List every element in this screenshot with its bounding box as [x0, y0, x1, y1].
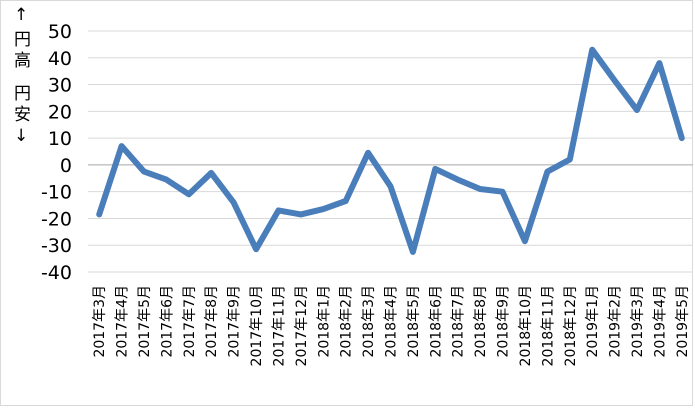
x-tick-label: 2018年8月: [473, 285, 489, 358]
x-tick-label: 2018年2月: [339, 285, 355, 358]
x-tick-label: 2019年1月: [585, 285, 601, 358]
x-tick-label: 2019年5月: [675, 285, 691, 358]
x-tick-label: 2018年10月: [518, 285, 534, 366]
x-tick-label: 2017年8月: [204, 285, 220, 358]
series-layer: [96, 46, 685, 255]
series-line: [96, 46, 685, 255]
x-tick-label: 2018年5月: [406, 285, 422, 358]
y-label-up-char-1: 円: [14, 30, 31, 50]
y-label-down-char-2: 安: [14, 105, 31, 125]
x-tick-label: 2017年3月: [92, 285, 108, 358]
x-tick-label: 2018年11月: [540, 285, 556, 366]
x-tick-label: 2017年7月: [182, 285, 198, 358]
y-label-up-char-2: 高: [14, 51, 31, 71]
x-tick-label: 2018年7月: [451, 285, 467, 358]
y-tick-label: 30: [48, 75, 72, 97]
y-label-down-char-1: 円: [14, 84, 31, 104]
x-tick-label: 2018年3月: [361, 285, 377, 358]
y-tick-label: -30: [41, 235, 72, 257]
y-tick-label: 40: [48, 48, 72, 70]
x-tick-label: 2017年9月: [227, 285, 243, 358]
x-tick-label: 2017年5月: [137, 285, 153, 358]
x-tick-label: 2019年2月: [608, 285, 624, 358]
y-tick-label: 20: [48, 101, 72, 123]
x-tick-labels: 2017年3月 2017年4月 2017年5月 2017年6月 2017年7月 2017年…: [92, 285, 691, 366]
x-tick-label: 2019年4月: [652, 285, 668, 358]
x-tick-label: 2018年12月: [563, 285, 579, 366]
y-axis-label: ↑ 円 高 円 安 ↓: [14, 5, 31, 146]
x-tick-label: 2019年3月: [630, 285, 646, 358]
x-tick-label: 2017年10月: [249, 285, 265, 366]
y-tick-label: -20: [41, 208, 72, 230]
y-tick-label: 0: [60, 155, 72, 177]
y-label-down-arrow: ↓: [14, 126, 28, 146]
x-tick-label: 2017年12月: [294, 285, 310, 366]
y-tick-label: -40: [41, 262, 72, 284]
y-tick-label: 50: [48, 21, 72, 43]
x-tick-label: 2017年4月: [115, 285, 131, 358]
y-label-up-arrow: ↑: [14, 5, 28, 25]
x-tick-label: 2017年11月: [271, 285, 287, 366]
x-tick-label: 2018年6月: [428, 285, 444, 358]
y-tick-labels: 50 40 30 20 10 0 -10 -20 -30 -40: [41, 21, 72, 284]
gridlines: [88, 30, 693, 273]
y-tick-label: 10: [48, 128, 72, 150]
y-tick-label: -10: [41, 182, 72, 204]
x-tick-label: 2017年6月: [159, 285, 175, 358]
x-tick-label: 2018年9月: [496, 285, 512, 358]
x-tick-label: 2018年1月: [316, 285, 332, 358]
x-tick-label: 2018年4月: [384, 285, 400, 358]
